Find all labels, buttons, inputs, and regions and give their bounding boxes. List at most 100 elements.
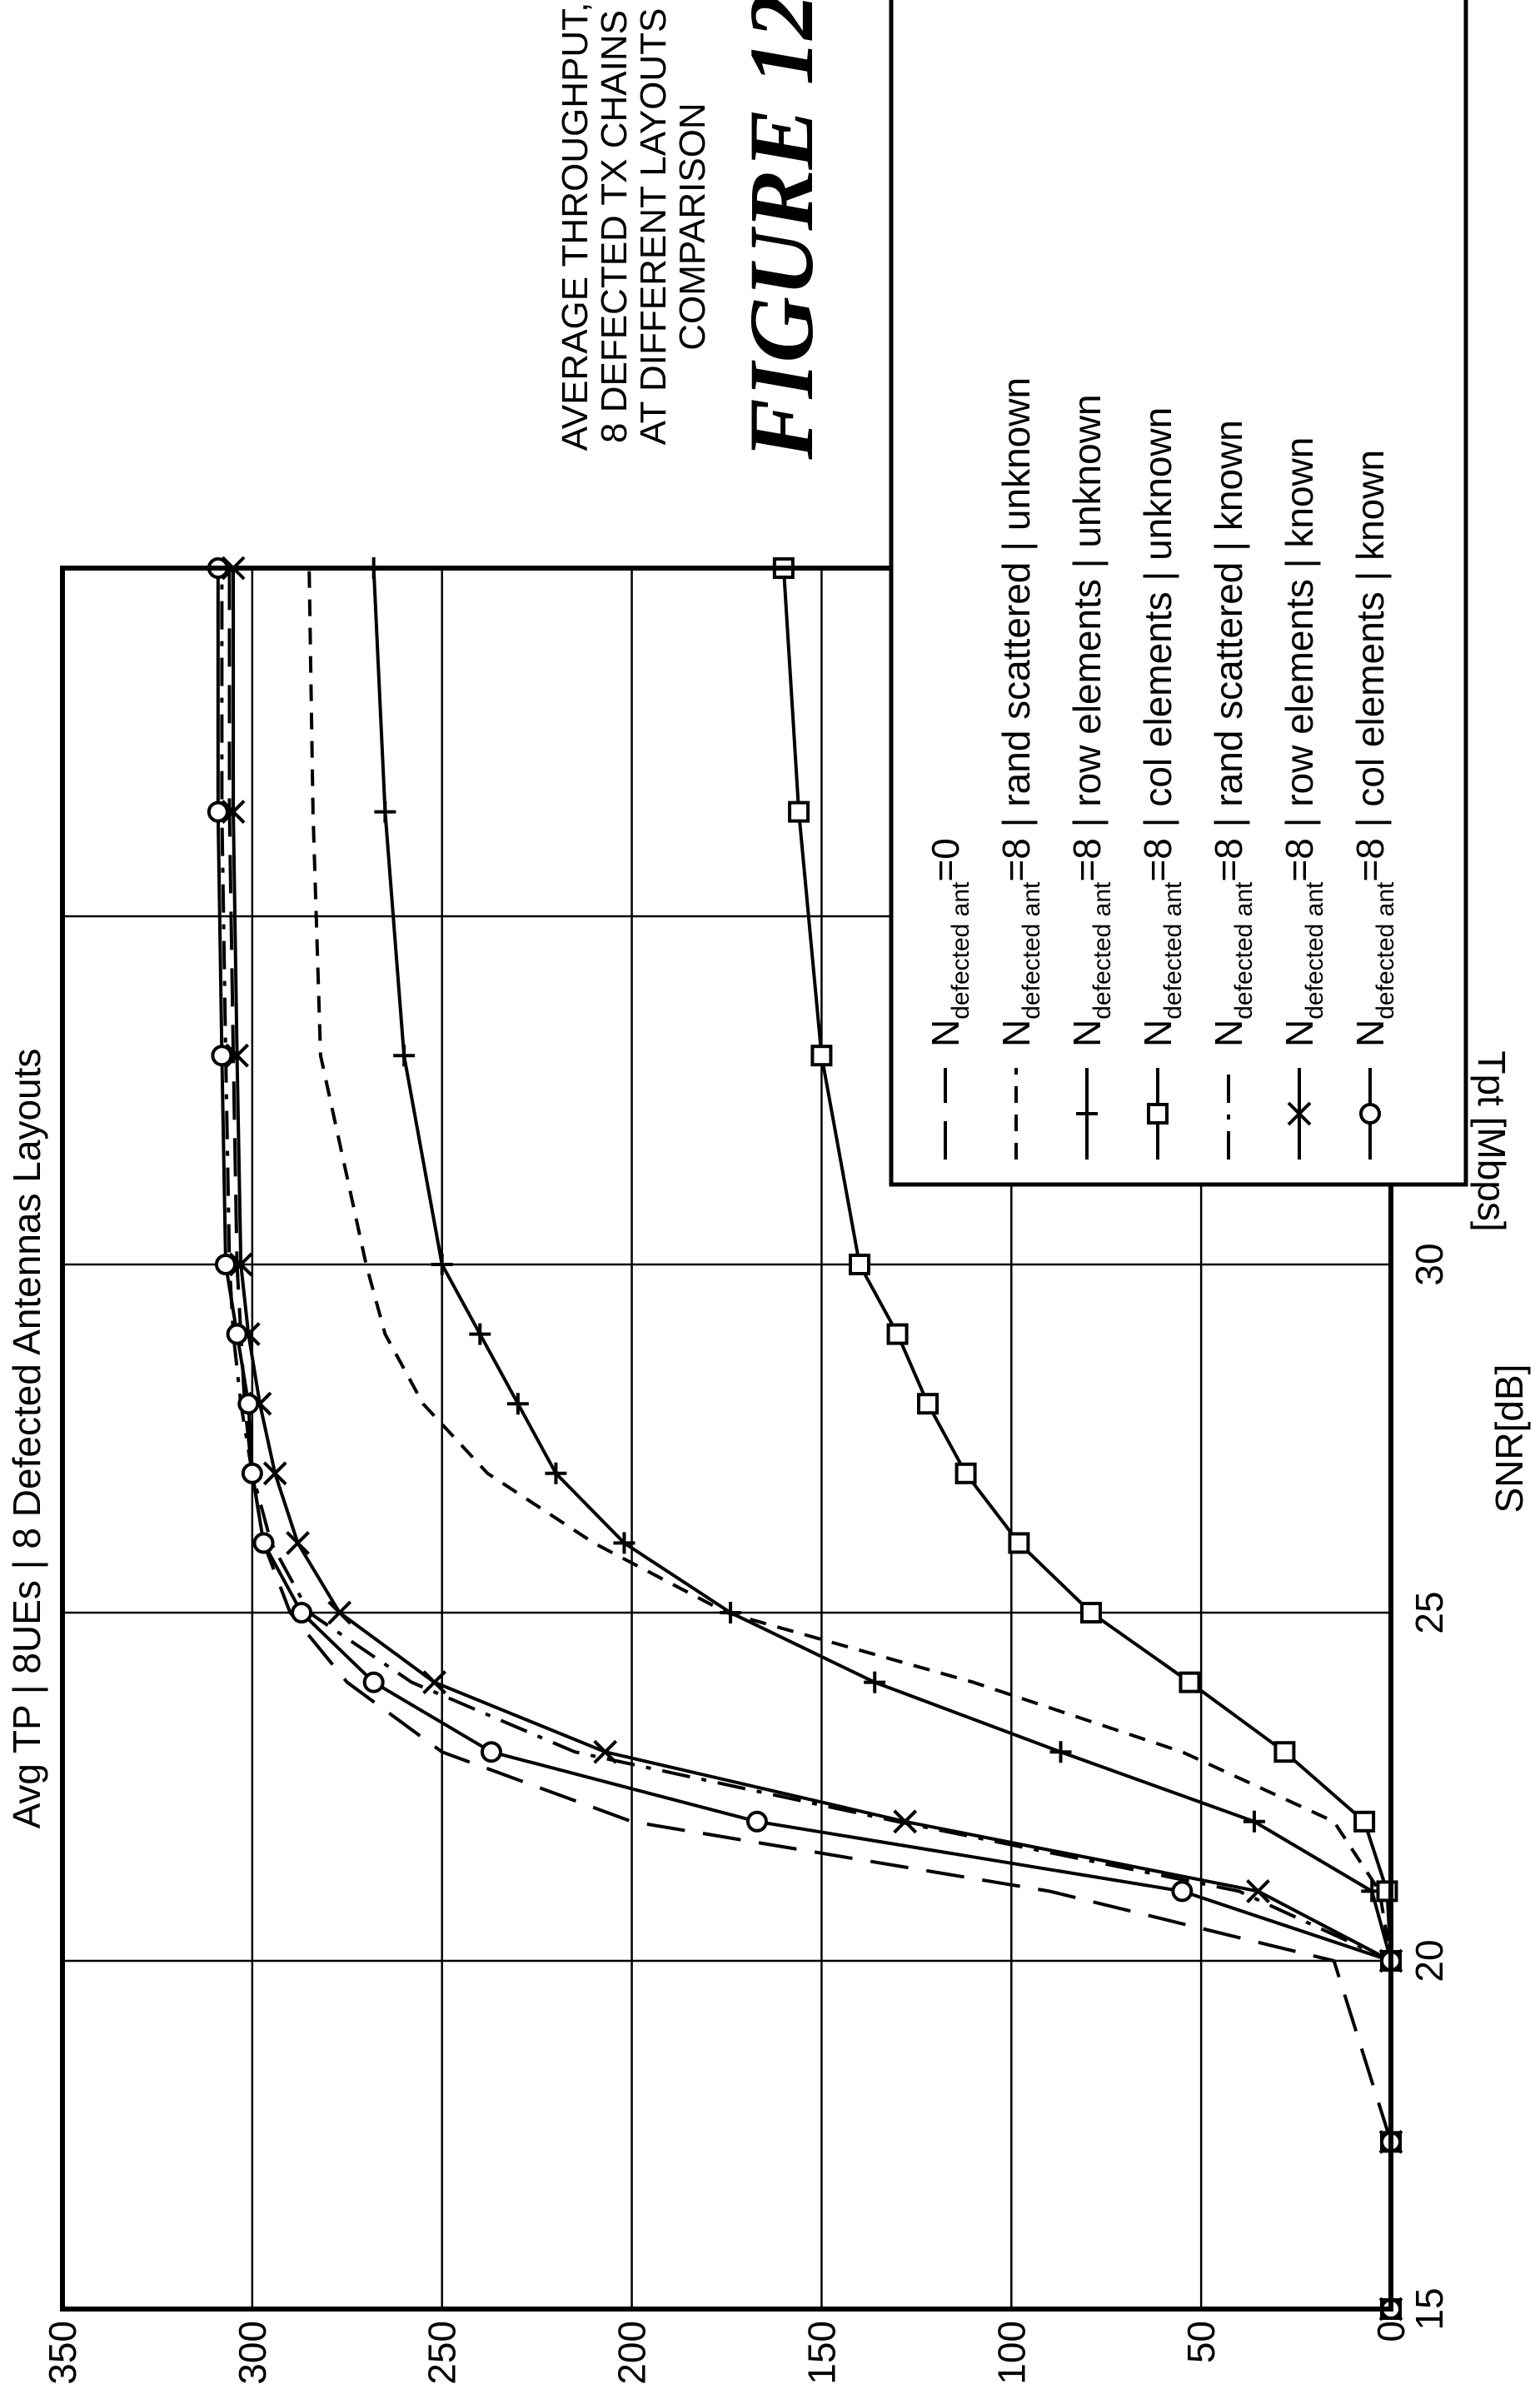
data-point-2-7: [720, 1602, 742, 1623]
legend-symbol: N: [1207, 1020, 1250, 1047]
data-point-2-4: [1243, 1810, 1265, 1833]
x-tick-label: 15: [1408, 2287, 1451, 2330]
x-tick-label: 25: [1408, 1591, 1451, 1633]
series-curves: [216, 567, 1393, 2309]
data-point-5-4: [893, 1809, 918, 1834]
caption-line-1: AVERAGE THROUGHPUT,: [555, 2, 596, 451]
data-point-6-11: [226, 1323, 248, 1345]
legend-suffix: =8 | col elements | unknown: [1136, 407, 1179, 882]
data-point-3-12: [849, 1254, 870, 1275]
x-axis-label: SNR[dB]: [1488, 1364, 1531, 1514]
data-point-6-13: [211, 1045, 233, 1067]
plot-frame: [60, 566, 1393, 2312]
caption-line-3: AT DIFFERENT LAYOUTS: [633, 8, 674, 446]
legend-subscript: defected ant: [1089, 881, 1116, 1020]
data-point-3-5: [1273, 1741, 1296, 1763]
figure-caption: AVERAGE THROUGHPUT, 8 DEFECTED TX CHAINS…: [555, 0, 832, 461]
y-tick-label: 200: [611, 2321, 654, 2384]
legend-symbol: N: [1348, 1020, 1392, 1047]
caption-line-2: 8 DEFECTED TX CHAINS: [594, 10, 635, 443]
data-point-6-9: [241, 1462, 263, 1484]
legend-label-6: Ndefected ant=8 | col elements | known: [1348, 450, 1399, 1047]
legend-symbol: N: [1278, 1020, 1321, 1047]
y-tick-labels: 0 50 100 150 200 250 300 350: [41, 2321, 1413, 2384]
series-line-0: [227, 568, 1393, 2309]
legend-suffix: =8 | col elements | known: [1348, 450, 1392, 882]
data-point-6-4: [745, 1810, 768, 1833]
y-tick-label: 100: [989, 2321, 1033, 2384]
data-point-2-8: [613, 1532, 635, 1554]
data-point-2-11: [469, 1323, 491, 1345]
data-point-5-8: [286, 1530, 310, 1555]
data-point-5-3: [1246, 1878, 1270, 1903]
data-point-3-10: [917, 1393, 939, 1415]
y-tick-label: 50: [1179, 2321, 1223, 2363]
legend-suffix: =8 | rand scattered | unknown: [994, 377, 1038, 882]
x-tick-label: 20: [1408, 1939, 1451, 1982]
legend-subscript: defected ant: [1372, 881, 1399, 1020]
data-point-6-8: [252, 1532, 275, 1554]
legend-suffix: =8 | row elements | unknown: [1065, 394, 1109, 881]
y-tick-label: 300: [231, 2321, 274, 2384]
grid-lines: [61, 566, 1393, 2311]
data-point-3-13: [810, 1045, 833, 1067]
data-point-2-12: [431, 1254, 453, 1275]
legend-suffix: =8 | row elements | known: [1278, 437, 1321, 882]
legend-subscript: defected ant: [1230, 881, 1258, 1020]
x-tick-label: 30: [1408, 1243, 1451, 1285]
data-point-2-6: [864, 1671, 886, 1693]
legend-label-0: Ndefected ant=0: [924, 838, 974, 1047]
data-point-3-14: [788, 800, 810, 823]
data-point-6-6: [362, 1671, 385, 1693]
data-point-3-8: [1008, 1532, 1030, 1554]
legend-label-1: Ndefected ant=8 | rand scattered | unkno…: [994, 377, 1045, 1047]
legend-label-5: Ndefected ant=8 | row elements | known: [1278, 437, 1328, 1047]
legend-marker-2: [1076, 1103, 1098, 1125]
data-point-5-9: [262, 1461, 287, 1486]
data-point-2-9: [545, 1462, 567, 1484]
data-point-3-6: [1179, 1671, 1201, 1693]
legend-subscript: defected ant: [1301, 881, 1328, 1020]
figure-number: FIGURE 12: [730, 0, 832, 461]
data-point-3-4: [1353, 1810, 1376, 1833]
legend-subscript: defected ant: [1159, 881, 1187, 1020]
caption-line-4: COMPARISON: [672, 102, 713, 350]
legend-symbol: N: [924, 1020, 967, 1047]
series-line-1: [307, 567, 1393, 2309]
legend-subscript: defected ant: [1018, 881, 1045, 1020]
data-point-6-5: [480, 1741, 502, 1763]
data-point-6-10: [237, 1393, 260, 1415]
data-point-6-14: [207, 800, 229, 823]
y-tick-label: 150: [800, 2321, 843, 2384]
legend-label-4: Ndefected ant=8 | rand scattered | known: [1207, 420, 1258, 1047]
legend-label-3: Ndefected ant=8 | col elements | unknown: [1136, 407, 1187, 1047]
legend-subscript: defected ant: [947, 881, 974, 1020]
series-line-5: [232, 568, 1393, 2309]
data-point-3-3: [1376, 1880, 1398, 1903]
data-point-6-12: [214, 1254, 237, 1275]
data-point-2-14: [374, 800, 396, 823]
legend-symbol: N: [1065, 1020, 1109, 1047]
series-line-4: [220, 568, 1393, 2309]
data-point-6-3: [1171, 1880, 1194, 1903]
y-tick-label: 250: [421, 2321, 464, 2384]
legend-marker-5: [1287, 1101, 1312, 1126]
y-axis-label: Tpt [Mbps]: [1470, 1050, 1513, 1231]
chart-title: Avg TP | 8UEs | 8 Defected Antennas Layo…: [5, 1049, 48, 1829]
data-point-3-11: [886, 1323, 909, 1345]
legend-label-2: Ndefected ant=8 | row elements | unknown: [1065, 394, 1116, 1047]
data-point-2-10: [506, 1393, 529, 1415]
y-tick-label: 350: [41, 2321, 84, 2384]
y-tick-label: 0: [1369, 2321, 1413, 2342]
series-line-2: [371, 567, 1393, 2309]
data-point-2-5: [1049, 1741, 1072, 1763]
legend-marker-6: [1359, 1103, 1381, 1125]
legend-suffix: =8 | rand scattered | known: [1207, 420, 1250, 882]
legend-symbol: N: [1136, 1020, 1179, 1047]
series-line-6: [216, 568, 1393, 2309]
legend-suffix: =0: [924, 838, 967, 881]
legend-box: [889, 0, 1468, 1187]
data-point-3-9: [954, 1462, 977, 1484]
data-point-3-7: [1079, 1602, 1102, 1623]
